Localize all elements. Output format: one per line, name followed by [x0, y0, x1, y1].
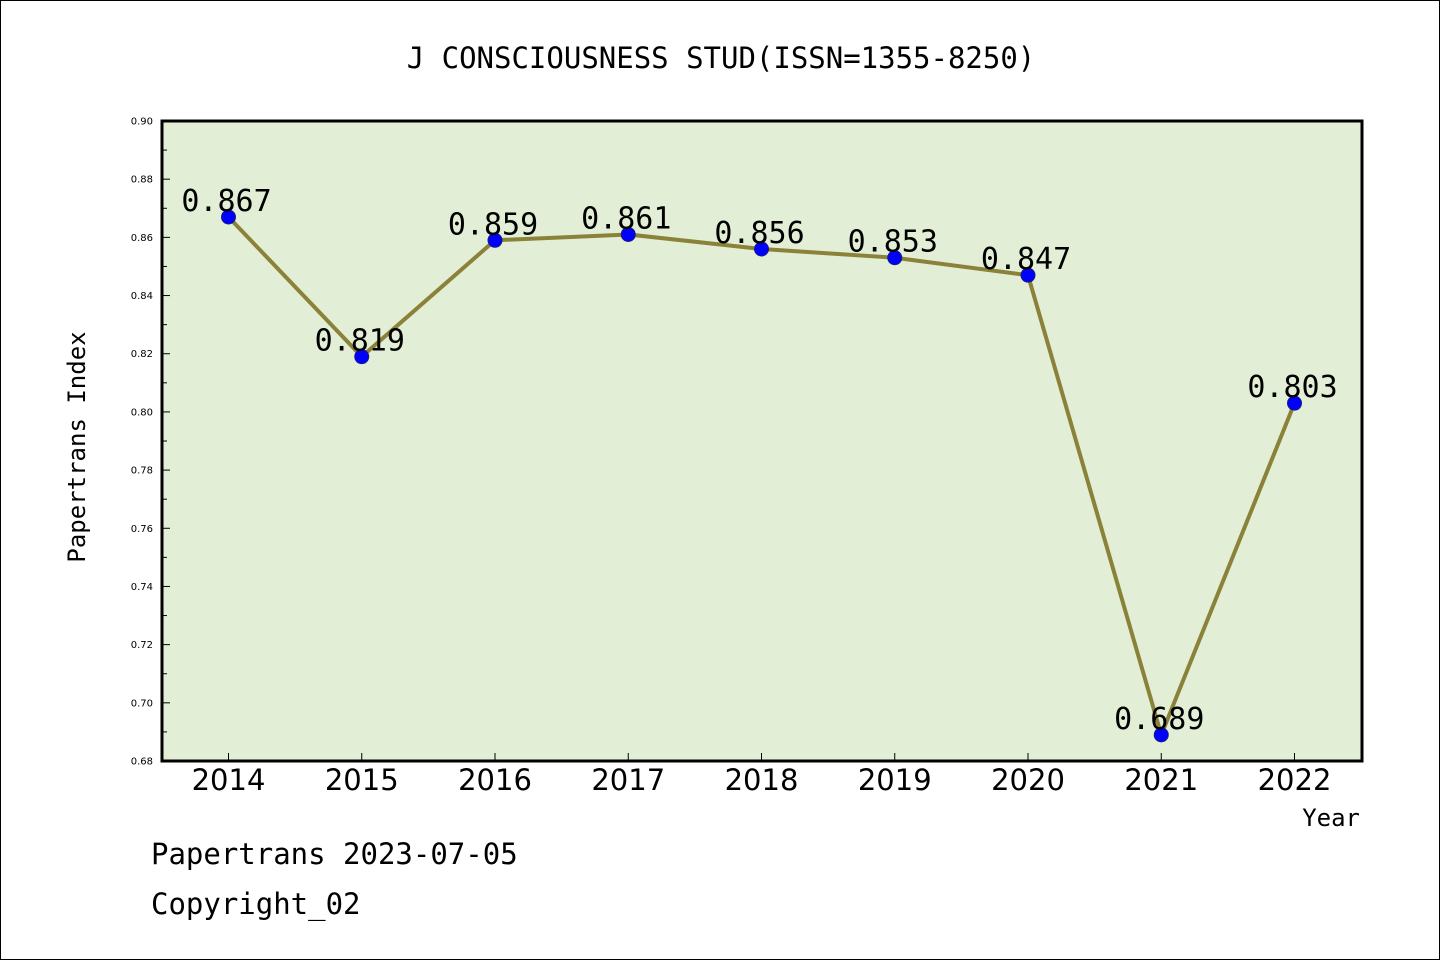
data-point	[754, 241, 769, 257]
data-point	[887, 250, 903, 266]
y-tick-label: 0.72	[131, 640, 153, 651]
data-label: 0.859	[448, 207, 538, 242]
data-label: 0.856	[714, 216, 804, 251]
data-point	[1287, 395, 1302, 411]
x-tick-label: 2016	[458, 763, 532, 797]
data-label: 0.861	[581, 201, 671, 236]
y-tick-label: 0.86	[131, 233, 153, 244]
x-tick-label: 2022	[1258, 763, 1332, 797]
y-axis-label: Papertrans Index	[63, 331, 91, 562]
data-point	[1153, 727, 1169, 743]
x-tick-label: 2021	[1124, 763, 1198, 797]
data-label: 0.819	[315, 324, 405, 359]
data-label: 0.853	[848, 225, 938, 260]
y-tick-label: 0.70	[131, 698, 153, 709]
y-tick-label: 0.84	[131, 291, 153, 302]
data-point	[354, 349, 370, 365]
x-tick-label: 2014	[192, 763, 266, 797]
y-tick-label: 0.80	[131, 407, 153, 418]
y-tick-label: 0.68	[131, 757, 153, 768]
footer-copyright-text: Copyright_02	[151, 887, 361, 921]
x-tick-label: 2018	[725, 763, 799, 797]
data-point	[620, 226, 636, 242]
y-tick-label: 0.90	[131, 117, 153, 128]
series-layer: 0.867 0.819 0.859 0.861 0.856 0.853 0.847 0.689…	[181, 184, 1338, 743]
y-tick-label: 0.74	[131, 582, 153, 593]
data-point	[1020, 267, 1036, 283]
data-label: 0.847	[981, 242, 1071, 277]
x-tick-label: 2020	[991, 763, 1065, 797]
x-axis-ticks: 2014 2015 2016 2017 2018 2019 2020 2021 2022	[192, 753, 1332, 797]
y-tick-label: 0.78	[131, 466, 153, 477]
plot-border	[160, 119, 1364, 763]
chart-title: J CONSCIOUSNESS STUD(ISSN=1355-8250)	[407, 41, 1036, 75]
y-tick-label: 0.82	[131, 349, 153, 360]
data-label: 0.867	[181, 184, 271, 219]
x-tick-label: 2017	[591, 763, 665, 797]
data-label: 0.689	[1114, 702, 1204, 737]
y-tick-label: 0.88	[131, 175, 153, 186]
y-tick-label: 0.76	[131, 524, 153, 535]
data-point	[221, 209, 236, 225]
data-label: 0.803	[1247, 370, 1337, 405]
x-tick-label: 2019	[858, 763, 932, 797]
footer-date-text: Papertrans 2023-07-05	[151, 837, 518, 871]
x-axis-label: Year	[1302, 804, 1360, 832]
x-tick-label: 2015	[325, 763, 399, 797]
data-point	[487, 232, 503, 248]
plot-area	[162, 121, 1362, 761]
